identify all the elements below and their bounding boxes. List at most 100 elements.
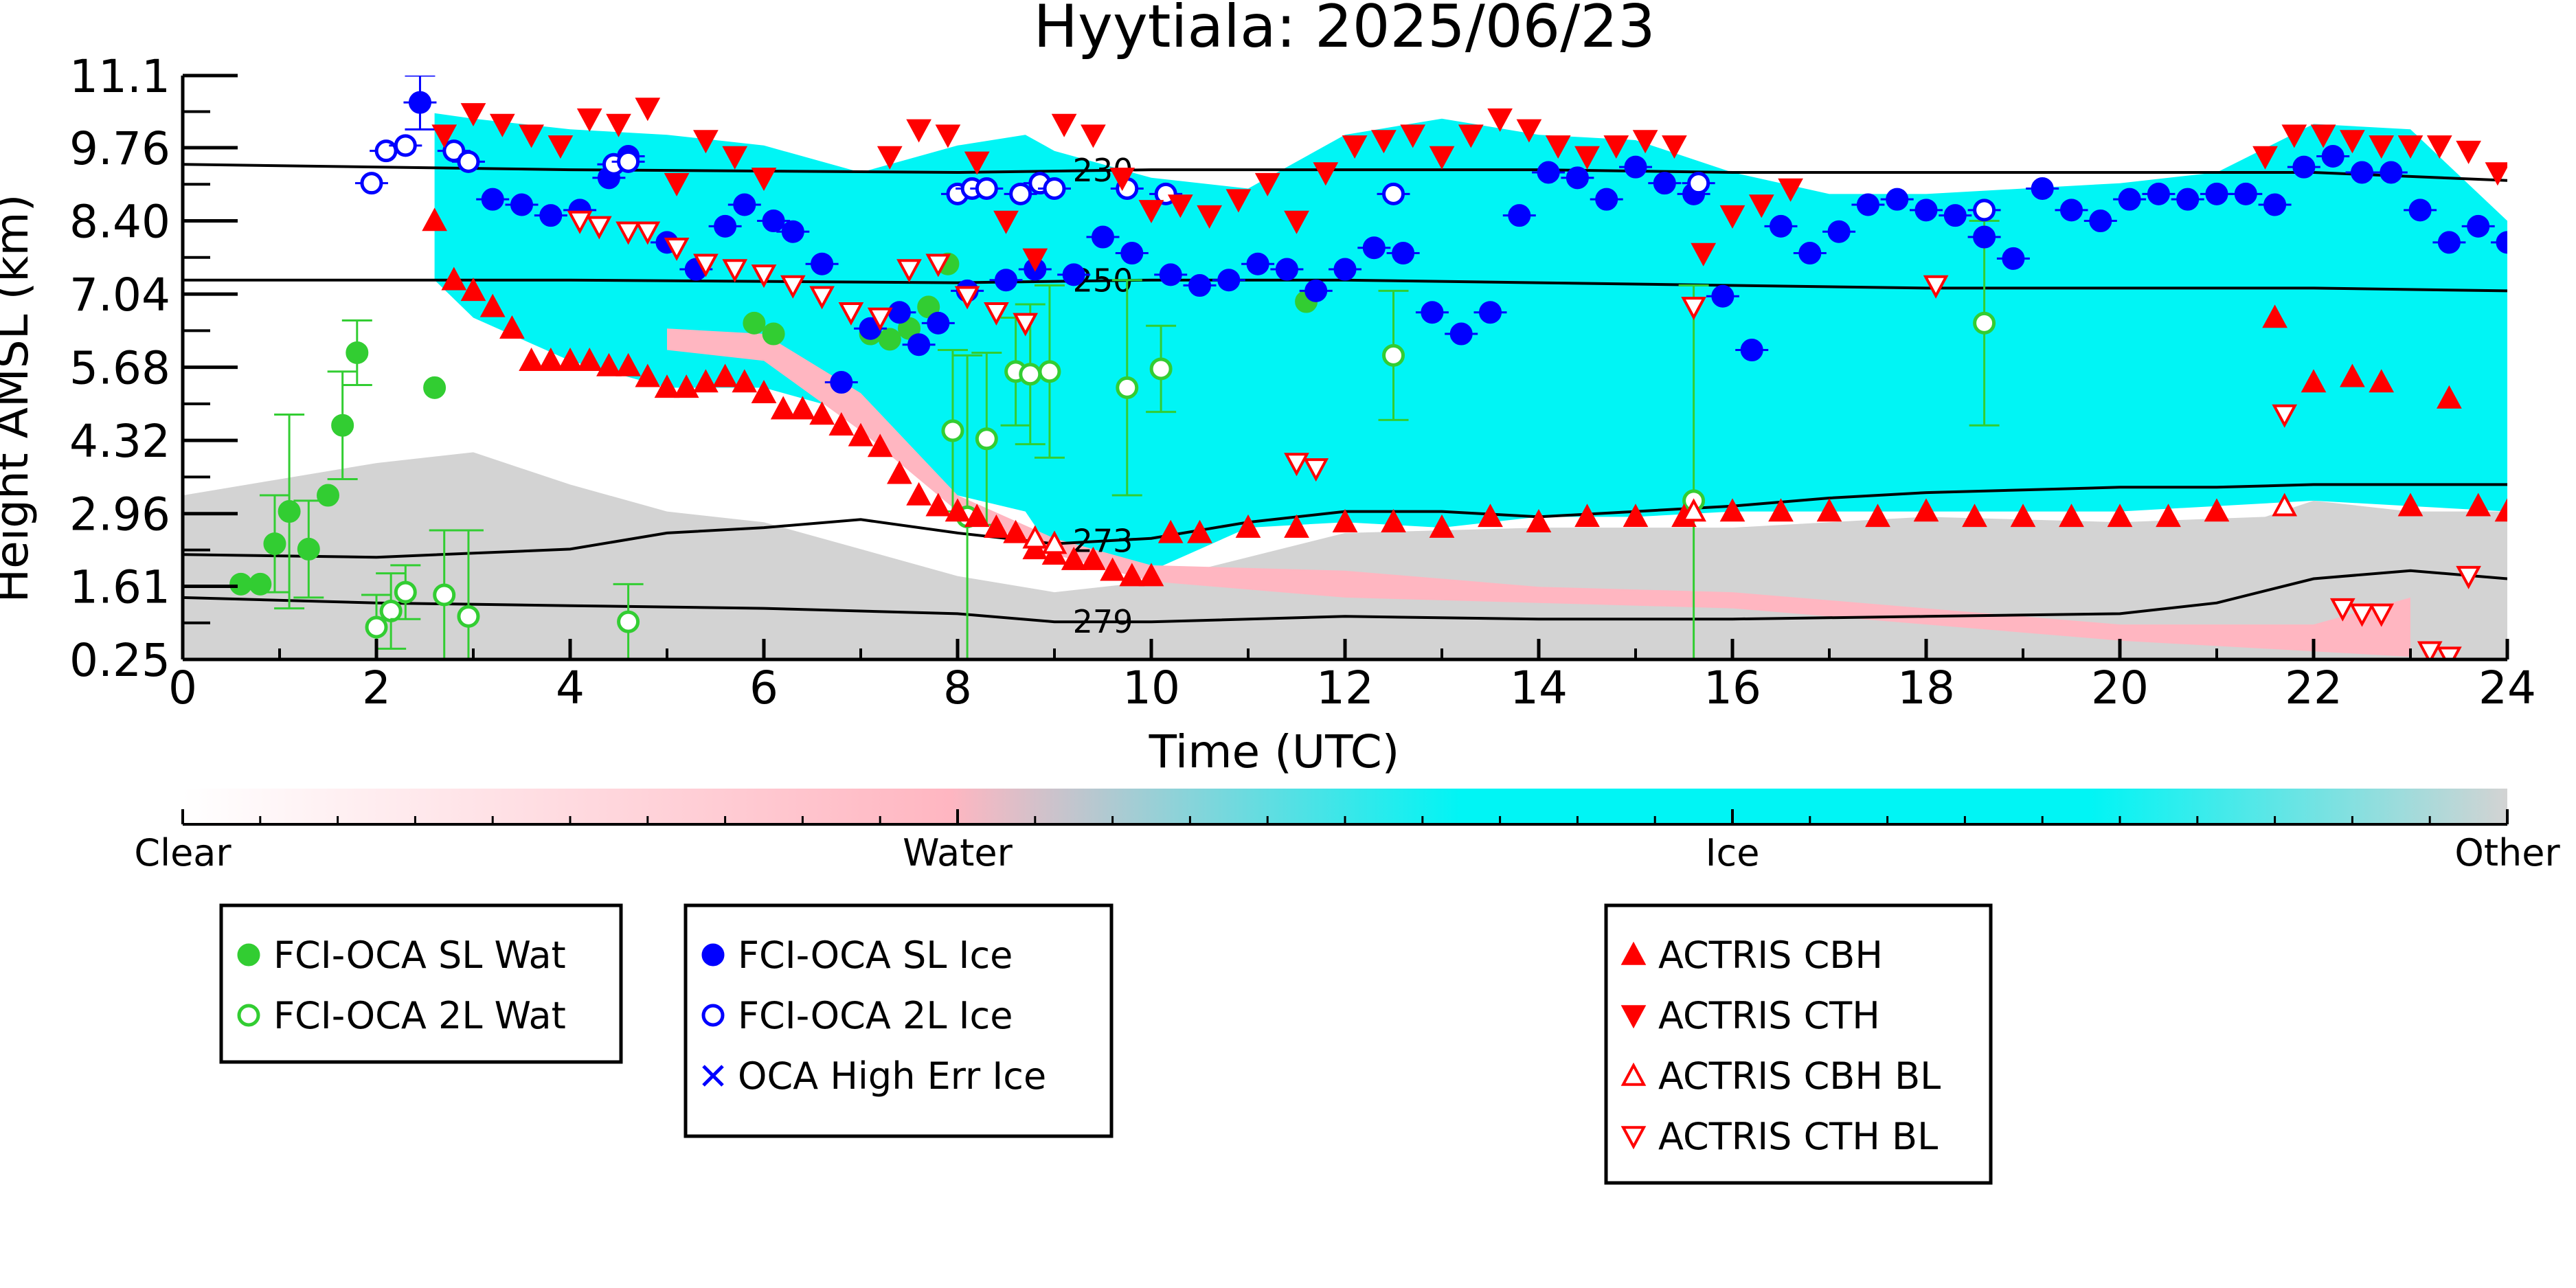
point-actris-cth-bl xyxy=(1284,453,1309,477)
point-actris-cth xyxy=(664,172,690,196)
point-fci-oca-sl-ice xyxy=(2205,182,2228,205)
point-actris-cth xyxy=(964,151,990,175)
point-actris-cth xyxy=(1051,113,1077,137)
point-fci-oca-sl-wat xyxy=(762,322,785,346)
point-actris-cbh xyxy=(2340,363,2365,387)
point-fci-oca-2l-wat xyxy=(1973,311,1996,335)
point-fci-oca-sl-ice xyxy=(2380,161,2403,184)
point-actris-cth xyxy=(1371,130,1397,154)
point-fci-oca-sl-ice xyxy=(2089,210,2112,233)
point-actris-cth xyxy=(1313,162,1339,186)
point-fci-oca-sl-ice xyxy=(1159,263,1182,286)
y-tick-label: 7.04 xyxy=(69,269,170,321)
point-fci-oca-sl-ice xyxy=(1120,242,1144,265)
point-actris-cbh xyxy=(654,374,680,398)
point-fci-oca-sl-ice xyxy=(1595,188,1618,211)
legend-label-fci-oca-2l-ice: FCI-OCA 2L Ice xyxy=(738,994,1013,1037)
point-actris-cth-bl xyxy=(635,221,661,245)
point-actris-cth xyxy=(2485,162,2507,186)
point-fci-oca-sl-ice xyxy=(1943,204,1967,227)
point-fci-oca-sl-wat xyxy=(229,572,253,596)
point-actris-cbh xyxy=(1574,504,1600,528)
point-actris-cbh xyxy=(1816,498,1842,522)
point-fci-oca-sl-ice xyxy=(1711,284,1735,308)
point-fci-oca-sl-wat xyxy=(317,484,339,507)
point-fci-oca-sl-ice xyxy=(1449,322,1473,346)
point-actris-cbh-bl xyxy=(1041,530,1067,554)
contour-line-273 xyxy=(183,483,2507,559)
point-fci-oca-sl-wat xyxy=(297,537,320,561)
point-fci-oca-sl-ice xyxy=(481,188,504,211)
point-actris-cbh xyxy=(2397,493,2424,517)
point-fci-oca-sl-ice xyxy=(733,193,756,216)
point-fci-oca-sl-ice xyxy=(907,333,931,357)
point-actris-cth xyxy=(2281,124,2307,148)
y-tick-label: 11.1 xyxy=(69,50,170,103)
x-tick-label: 6 xyxy=(749,662,778,714)
point-fci-oca-sl-ice xyxy=(2176,188,2200,211)
point-actris-cbh xyxy=(906,482,931,506)
point-actris-cth-bl xyxy=(2456,565,2481,589)
legend-marker-fci-oca-2l-wat xyxy=(237,1004,260,1027)
point-fci-oca-2l-ice xyxy=(975,177,998,201)
point-fci-oca-sl-ice xyxy=(1537,161,1560,184)
legend-label-actris-cbh: ACTRIS CBH xyxy=(1658,934,1883,977)
point-fci-oca-sl-ice xyxy=(2031,177,2054,201)
point-fci-oca-2l-ice xyxy=(617,150,640,173)
x-tick-label: 14 xyxy=(1510,662,1568,714)
point-actris-cth xyxy=(1545,135,1571,159)
point-fci-oca-2l-ice xyxy=(1687,172,1710,195)
point-actris-cth-bl xyxy=(925,253,951,278)
point-actris-cbh xyxy=(1061,546,1087,570)
point-actris-cbh xyxy=(1768,498,1794,522)
legend-label-fci-oca-sl-ice: FCI-OCA SL Ice xyxy=(738,934,1013,977)
point-actris-cbh xyxy=(1429,514,1455,538)
point-actris-cbh xyxy=(732,369,758,393)
point-actris-cth xyxy=(1254,172,1280,196)
point-fci-oca-2l-ice xyxy=(1043,177,1066,201)
legend-label-actris-cth: ACTRIS CTH xyxy=(1658,994,1880,1037)
colorbar-label-water: Water xyxy=(903,831,1013,874)
point-actris-cth-bl xyxy=(1681,297,1706,321)
point-fci-oca-sl-ice xyxy=(1624,155,1647,179)
point-fci-oca-sl-ice xyxy=(2467,214,2490,238)
point-actris-cth xyxy=(547,135,574,159)
legend-box-1: FCI-OCA SL Wat FCI-OCA 2L Wat xyxy=(219,903,623,1064)
point-actris-cth xyxy=(1342,135,1368,159)
point-fci-oca-sl-ice xyxy=(995,269,1017,292)
point-actris-cth xyxy=(2426,135,2452,159)
point-fci-oca-sl-ice xyxy=(1188,274,1211,297)
point-actris-cth-bl xyxy=(780,275,806,299)
point-actris-cbh xyxy=(1478,504,1503,528)
point-actris-cth xyxy=(1662,135,1687,159)
point-fci-oca-2l-wat xyxy=(379,599,403,622)
point-actris-cth-bl xyxy=(664,237,690,261)
x-tick-label: 8 xyxy=(943,662,972,714)
point-fci-oca-sl-ice xyxy=(2060,199,2083,222)
point-fci-oca-2l-ice xyxy=(442,139,466,163)
series-fci-oca-sl-wat xyxy=(229,252,1318,610)
point-actris-cth xyxy=(1109,168,1136,192)
point-actris-cbh xyxy=(1332,509,1358,532)
point-fci-oca-sl-ice xyxy=(2002,247,2025,270)
y-tick-label: 1.61 xyxy=(69,561,170,613)
y-tick-label: 9.76 xyxy=(69,122,170,175)
point-actris-cth xyxy=(635,98,661,122)
point-actris-cbh xyxy=(1187,519,1212,543)
x-tick-label: 20 xyxy=(2091,662,2149,714)
point-fci-oca-2l-wat xyxy=(433,583,456,607)
point-fci-oca-sl-ice xyxy=(1392,242,1415,265)
point-actris-cth-bl xyxy=(896,259,922,283)
point-fci-oca-sl-ice xyxy=(2321,145,2345,168)
point-fci-oca-2l-ice xyxy=(1382,182,1405,205)
point-fci-oca-sl-wat xyxy=(743,311,766,335)
point-fci-oca-2l-wat xyxy=(941,419,964,442)
point-fci-oca-sl-ice xyxy=(1914,199,1938,222)
point-fci-oca-sl-wat xyxy=(917,295,940,319)
point-actris-cbh-bl xyxy=(1681,498,1706,522)
point-actris-cbh xyxy=(2156,504,2181,528)
point-fci-oca-sl-wat xyxy=(249,572,272,596)
legend-label-fci-oca-2l-wat: FCI-OCA 2L Wat xyxy=(273,994,566,1037)
legend-marker-oca-high-err-ice xyxy=(702,1065,724,1087)
